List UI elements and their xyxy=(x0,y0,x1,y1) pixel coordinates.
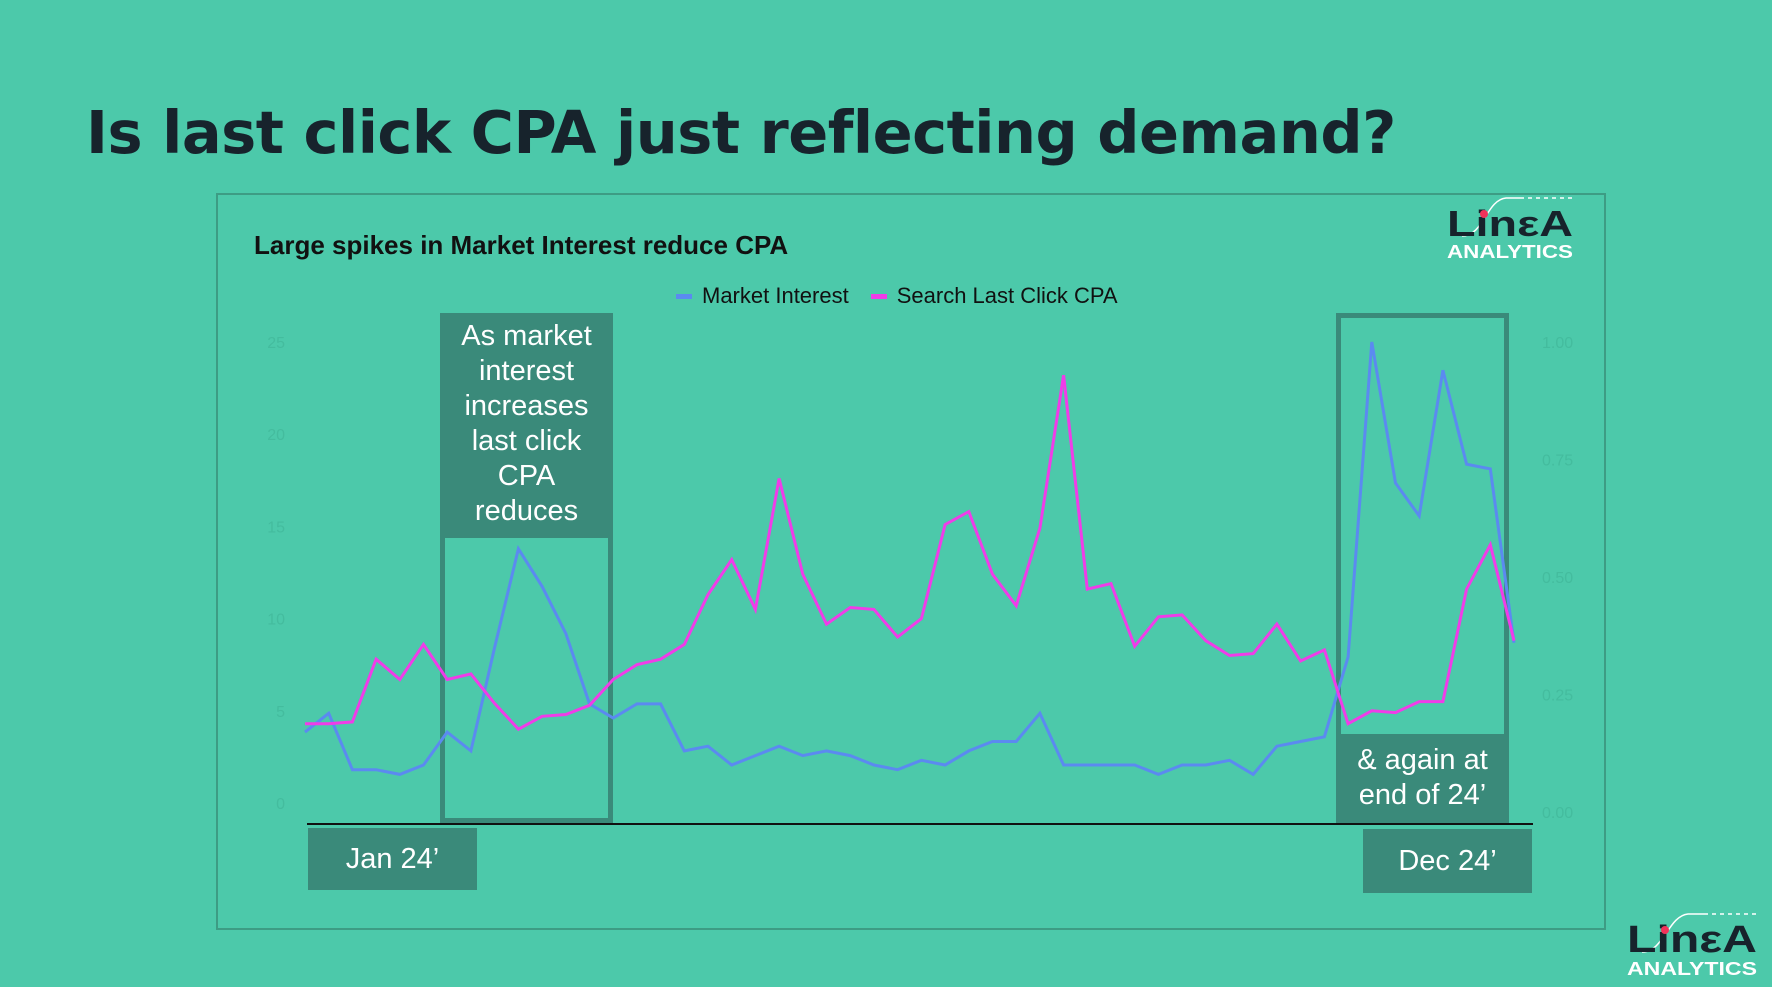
chart-title: Large spikes in Market Interest reduce C… xyxy=(254,230,789,260)
y-left-tick-label: 20 xyxy=(267,427,285,444)
annotation-line: & again at xyxy=(1357,744,1488,776)
y-left-tick-label: 5 xyxy=(276,704,285,721)
annotation-line: interest xyxy=(478,355,575,387)
annotation-line: CPA xyxy=(497,460,556,492)
chart-frame xyxy=(216,193,1606,930)
annotation-line: reduces xyxy=(474,495,579,527)
x-label-end: Dec 24’ xyxy=(1363,829,1532,893)
annotation-line: last click xyxy=(471,425,582,457)
y-left-tick-label: 25 xyxy=(267,335,285,352)
annotation-line: increases xyxy=(464,390,589,422)
y-left-tick-label: 10 xyxy=(267,612,285,629)
linea-analytics-logo-bottom: LinεA ANALYTICS xyxy=(1627,913,1757,979)
y-right-tick-label: 0.50 xyxy=(1542,570,1573,587)
y-right-tick-label: 1.00 xyxy=(1542,335,1573,352)
y-right-tick-label: 0.25 xyxy=(1542,688,1573,705)
page-title: Is last click CPA just reflecting demand… xyxy=(86,98,1396,167)
legend-swatch-market-interest xyxy=(676,293,692,299)
legend-item-market-interest: Market Interest xyxy=(676,283,849,309)
y-right-tick-label: 0.00 xyxy=(1542,805,1573,822)
legend-item-cpa: Search Last Click CPA xyxy=(870,283,1118,309)
annotation-text-jan: As market interest increases last click CPA r… xyxy=(440,313,613,538)
x-axis-line xyxy=(307,823,1533,825)
series-line-search-last-click-cpa xyxy=(305,374,1516,732)
y-left-tick-label: 15 xyxy=(267,519,285,536)
annotation-line: end of 24’ xyxy=(1358,779,1487,811)
x-label-start: Jan 24’ xyxy=(308,828,477,890)
annotation-line: As market xyxy=(461,320,592,352)
linea-analytics-logo-top: LinεA ANALYTICS xyxy=(1447,197,1573,262)
y-right-tick-label: 0.75 xyxy=(1542,453,1573,470)
legend-label: Market Interest xyxy=(702,283,849,308)
legend-swatch-cpa xyxy=(870,293,887,299)
y-left-tick-label: 0 xyxy=(276,796,285,813)
legend-label: Search Last Click CPA xyxy=(896,283,1118,308)
series-line-market-interest xyxy=(304,341,1516,777)
svg-text:LinεA: LinεA xyxy=(1447,203,1573,244)
svg-text:ANALYTICS: ANALYTICS xyxy=(1447,242,1573,262)
svg-text:LinεA: LinεA xyxy=(1627,919,1757,961)
svg-text:ANALYTICS: ANALYTICS xyxy=(1627,959,1757,979)
annotation-text-dec: & again at end of 24’ xyxy=(1336,734,1509,823)
chart-legend: Market Interest Search Last Click CPA xyxy=(676,283,1118,309)
